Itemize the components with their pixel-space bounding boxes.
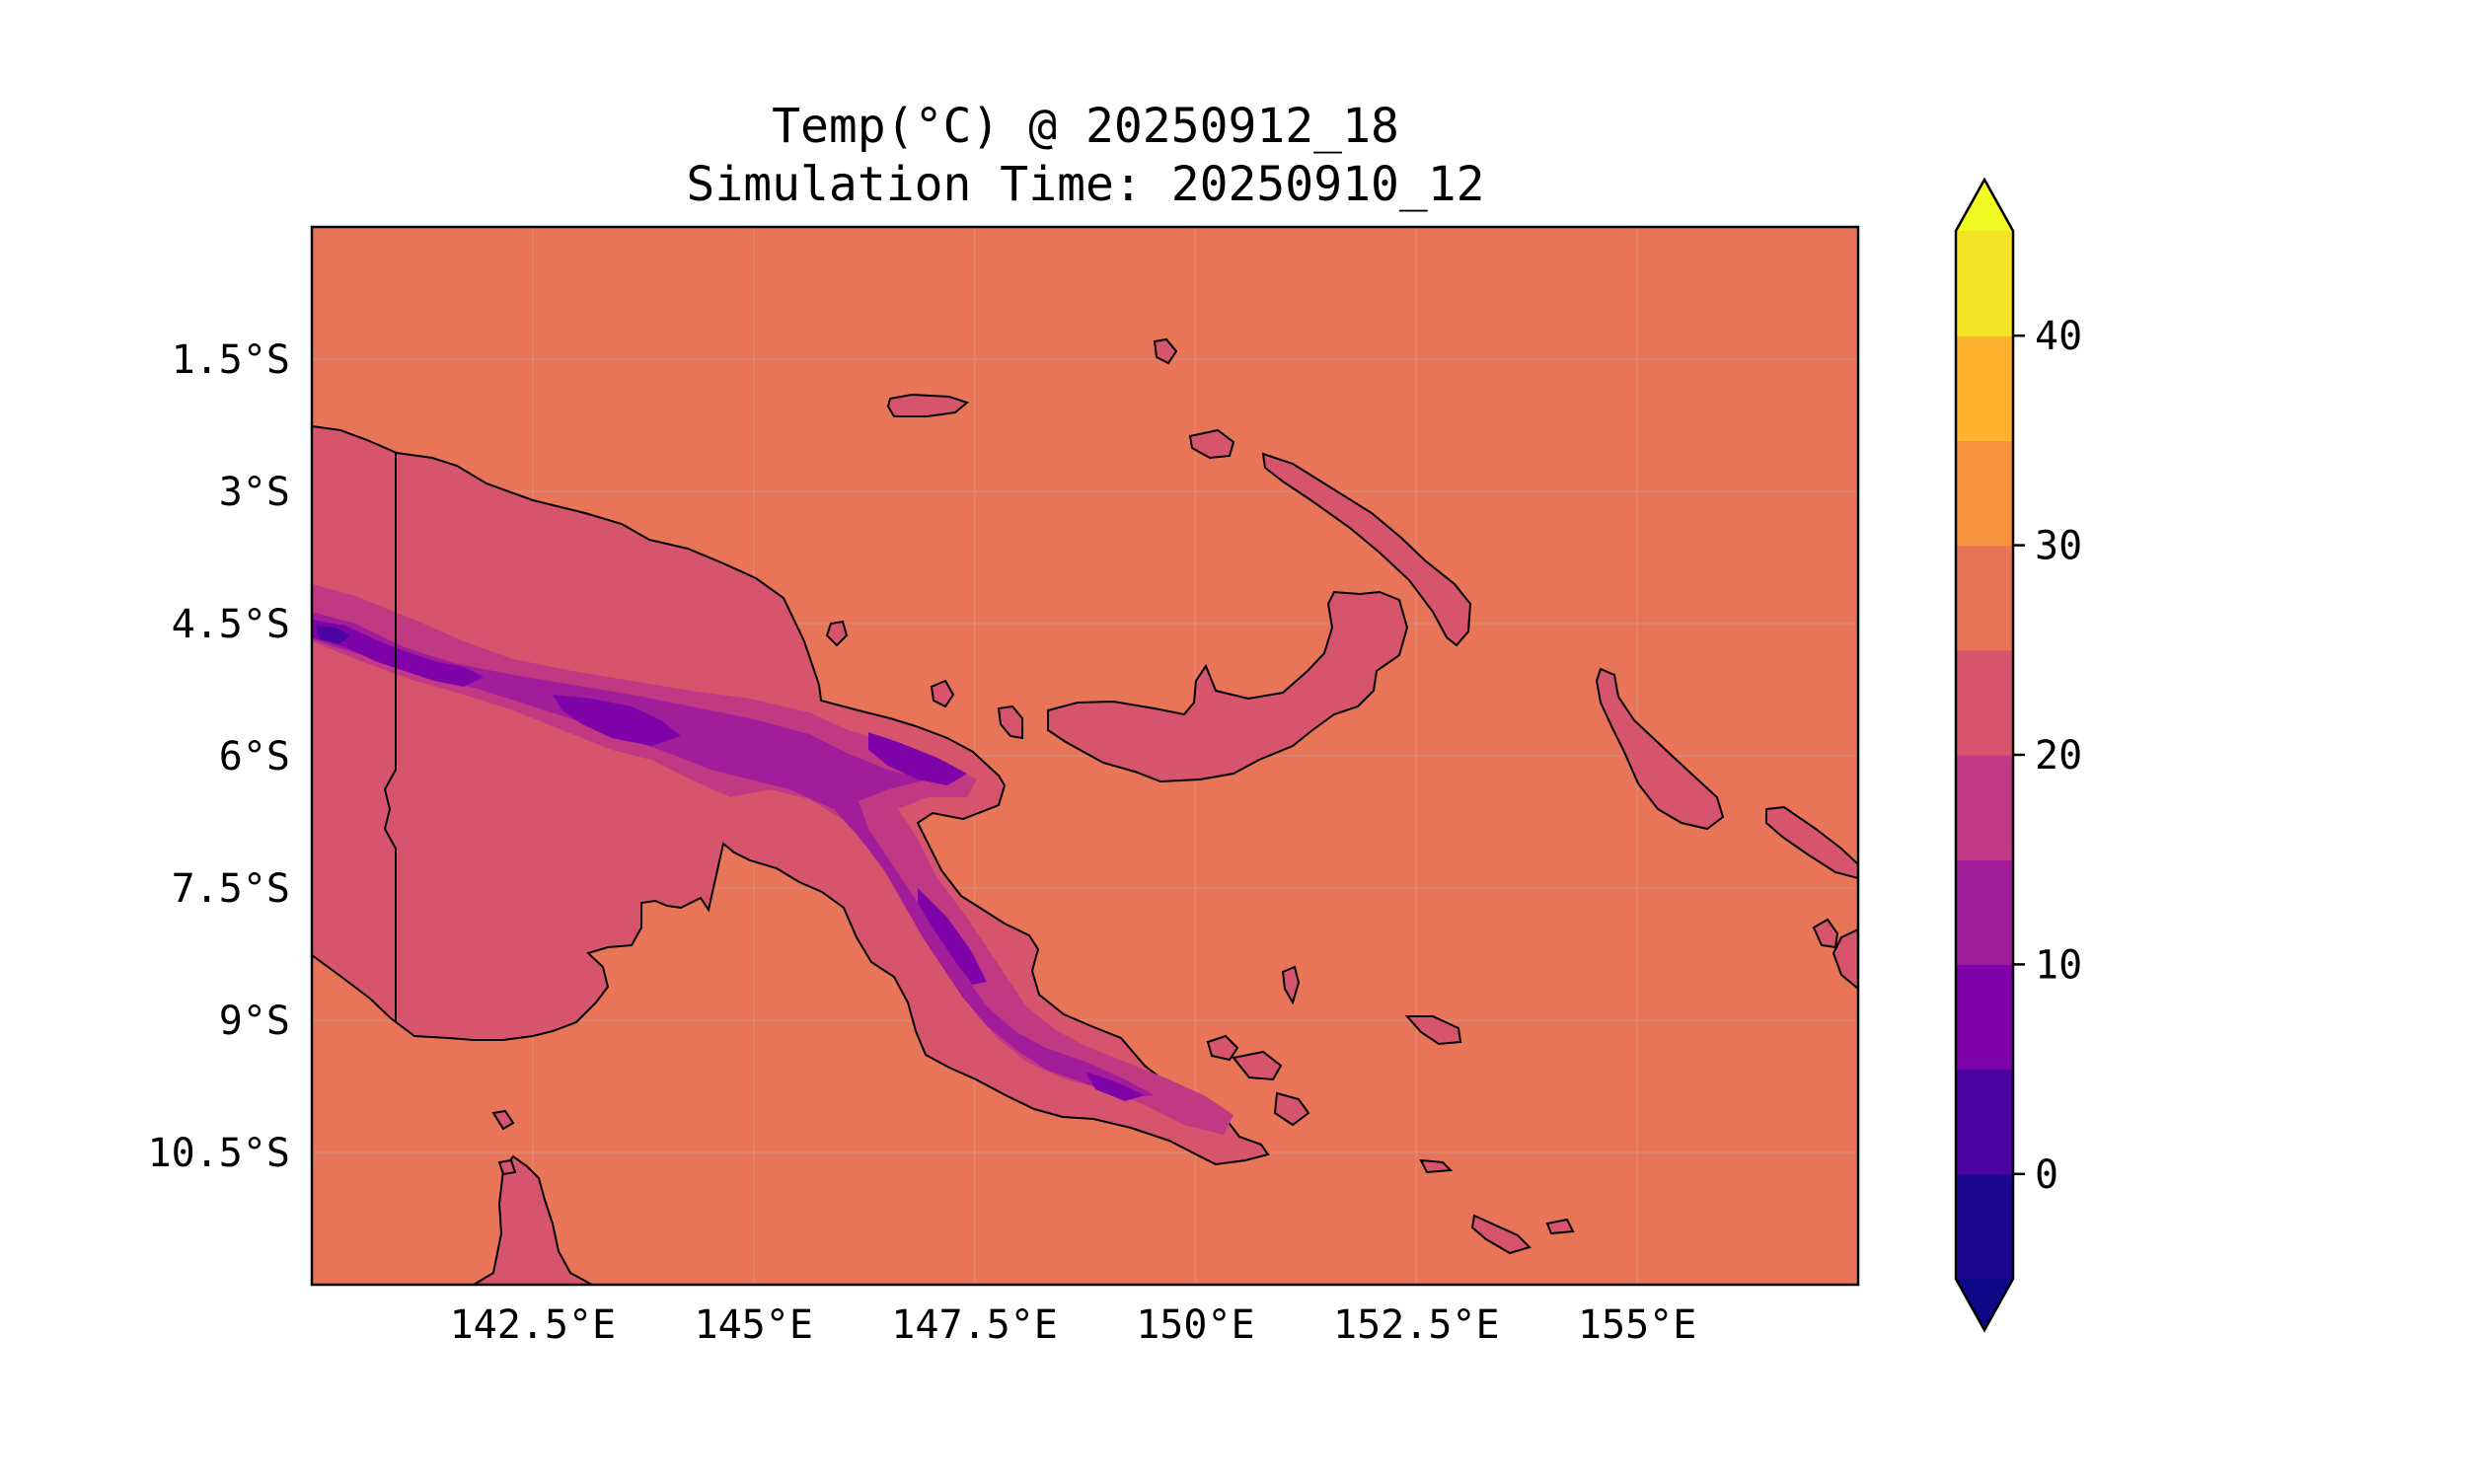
colorbar-segment — [1956, 440, 2013, 547]
map-frame — [310, 225, 1860, 1287]
torres-strait-islands — [491, 1109, 517, 1176]
colorbar-segment — [1956, 964, 2013, 1071]
longitude-labels: 142.5°E 145°E 147.5°E 150°E 152.5°E 155°E — [450, 1302, 1697, 1348]
colorbar-tick-label: 40 — [2035, 314, 2082, 359]
new-ireland-island — [1261, 452, 1472, 647]
colorbar-tick-label: 0 — [2035, 1152, 2058, 1198]
colorbar-segment — [1956, 649, 2013, 756]
louisiade-islands — [1419, 1158, 1575, 1255]
contour-15-20 — [312, 584, 1234, 1135]
umboi-island — [997, 705, 1023, 740]
dentrecasteaux-islands — [1206, 1034, 1310, 1127]
colorbar-segment — [1956, 1069, 2013, 1175]
new-britain-island — [1047, 590, 1409, 783]
lon-tick-label: 152.5°E — [1333, 1302, 1500, 1348]
lat-tick-label: 6°S — [219, 734, 290, 779]
long-island — [930, 679, 955, 708]
colorbar-segment — [1956, 545, 2013, 651]
land-layer — [312, 337, 1858, 1285]
solomon-islands — [1765, 805, 1858, 880]
manus-island — [886, 393, 970, 417]
map-panel — [310, 225, 1860, 1287]
colorbar-tick-label: 30 — [2035, 524, 2082, 569]
lon-tick-label: 150°E — [1136, 1302, 1254, 1348]
cape-york-peninsula — [312, 1154, 593, 1285]
lat-tick-label: 3°S — [219, 470, 290, 515]
lat-tick-label: 9°S — [219, 999, 290, 1044]
colorbar-segment — [1956, 1173, 2013, 1280]
woodlark-island — [1404, 1015, 1462, 1046]
bougainville-island — [1595, 667, 1725, 831]
lat-tick-label: 1.5°S — [172, 337, 290, 383]
lat-tick-label: 10.5°S — [148, 1131, 291, 1176]
karkar-island — [825, 620, 849, 647]
new-guinea-landmass — [312, 424, 1270, 1166]
new-hanover-island — [1188, 428, 1235, 460]
trobriand-island — [1281, 965, 1301, 1005]
lon-tick-label: 142.5°E — [450, 1302, 617, 1348]
colorbar-segment — [1956, 755, 2013, 860]
contour-0-5 — [316, 626, 351, 643]
colorbar-over-arrow — [1956, 180, 2013, 231]
colorbar-tick-label: 20 — [2035, 733, 2082, 779]
map-subtitle: Simulation Time: 20250910_12 — [686, 157, 1484, 212]
colorbar-outline — [1954, 177, 2015, 1333]
lon-tick-label: 155°E — [1578, 1302, 1696, 1348]
lon-tick-label: 147.5°E — [891, 1302, 1058, 1348]
colorbar: 0 10 20 30 40 — [1954, 177, 2082, 1333]
colorbar-segment — [1956, 859, 2013, 965]
solomon-islands-south — [1812, 918, 1858, 991]
colorbar-tick-label: 10 — [2035, 942, 2082, 988]
border-line — [383, 452, 397, 1022]
map-title: Temp(°C) @ 20250912_18 — [772, 99, 1399, 154]
lat-tick-label: 7.5°S — [172, 866, 290, 912]
colorbar-under-arrow — [1956, 1279, 2013, 1330]
colorbar-segment — [1956, 231, 2013, 336]
colorbar-segment — [1956, 335, 2013, 441]
lon-tick-label: 145°E — [695, 1302, 813, 1348]
mussau-island — [1153, 337, 1178, 365]
latitude-labels: 1.5°S 3°S 4.5°S 6°S 7.5°S 9°S 10.5°S — [148, 337, 291, 1176]
lat-tick-label: 4.5°S — [172, 602, 290, 647]
